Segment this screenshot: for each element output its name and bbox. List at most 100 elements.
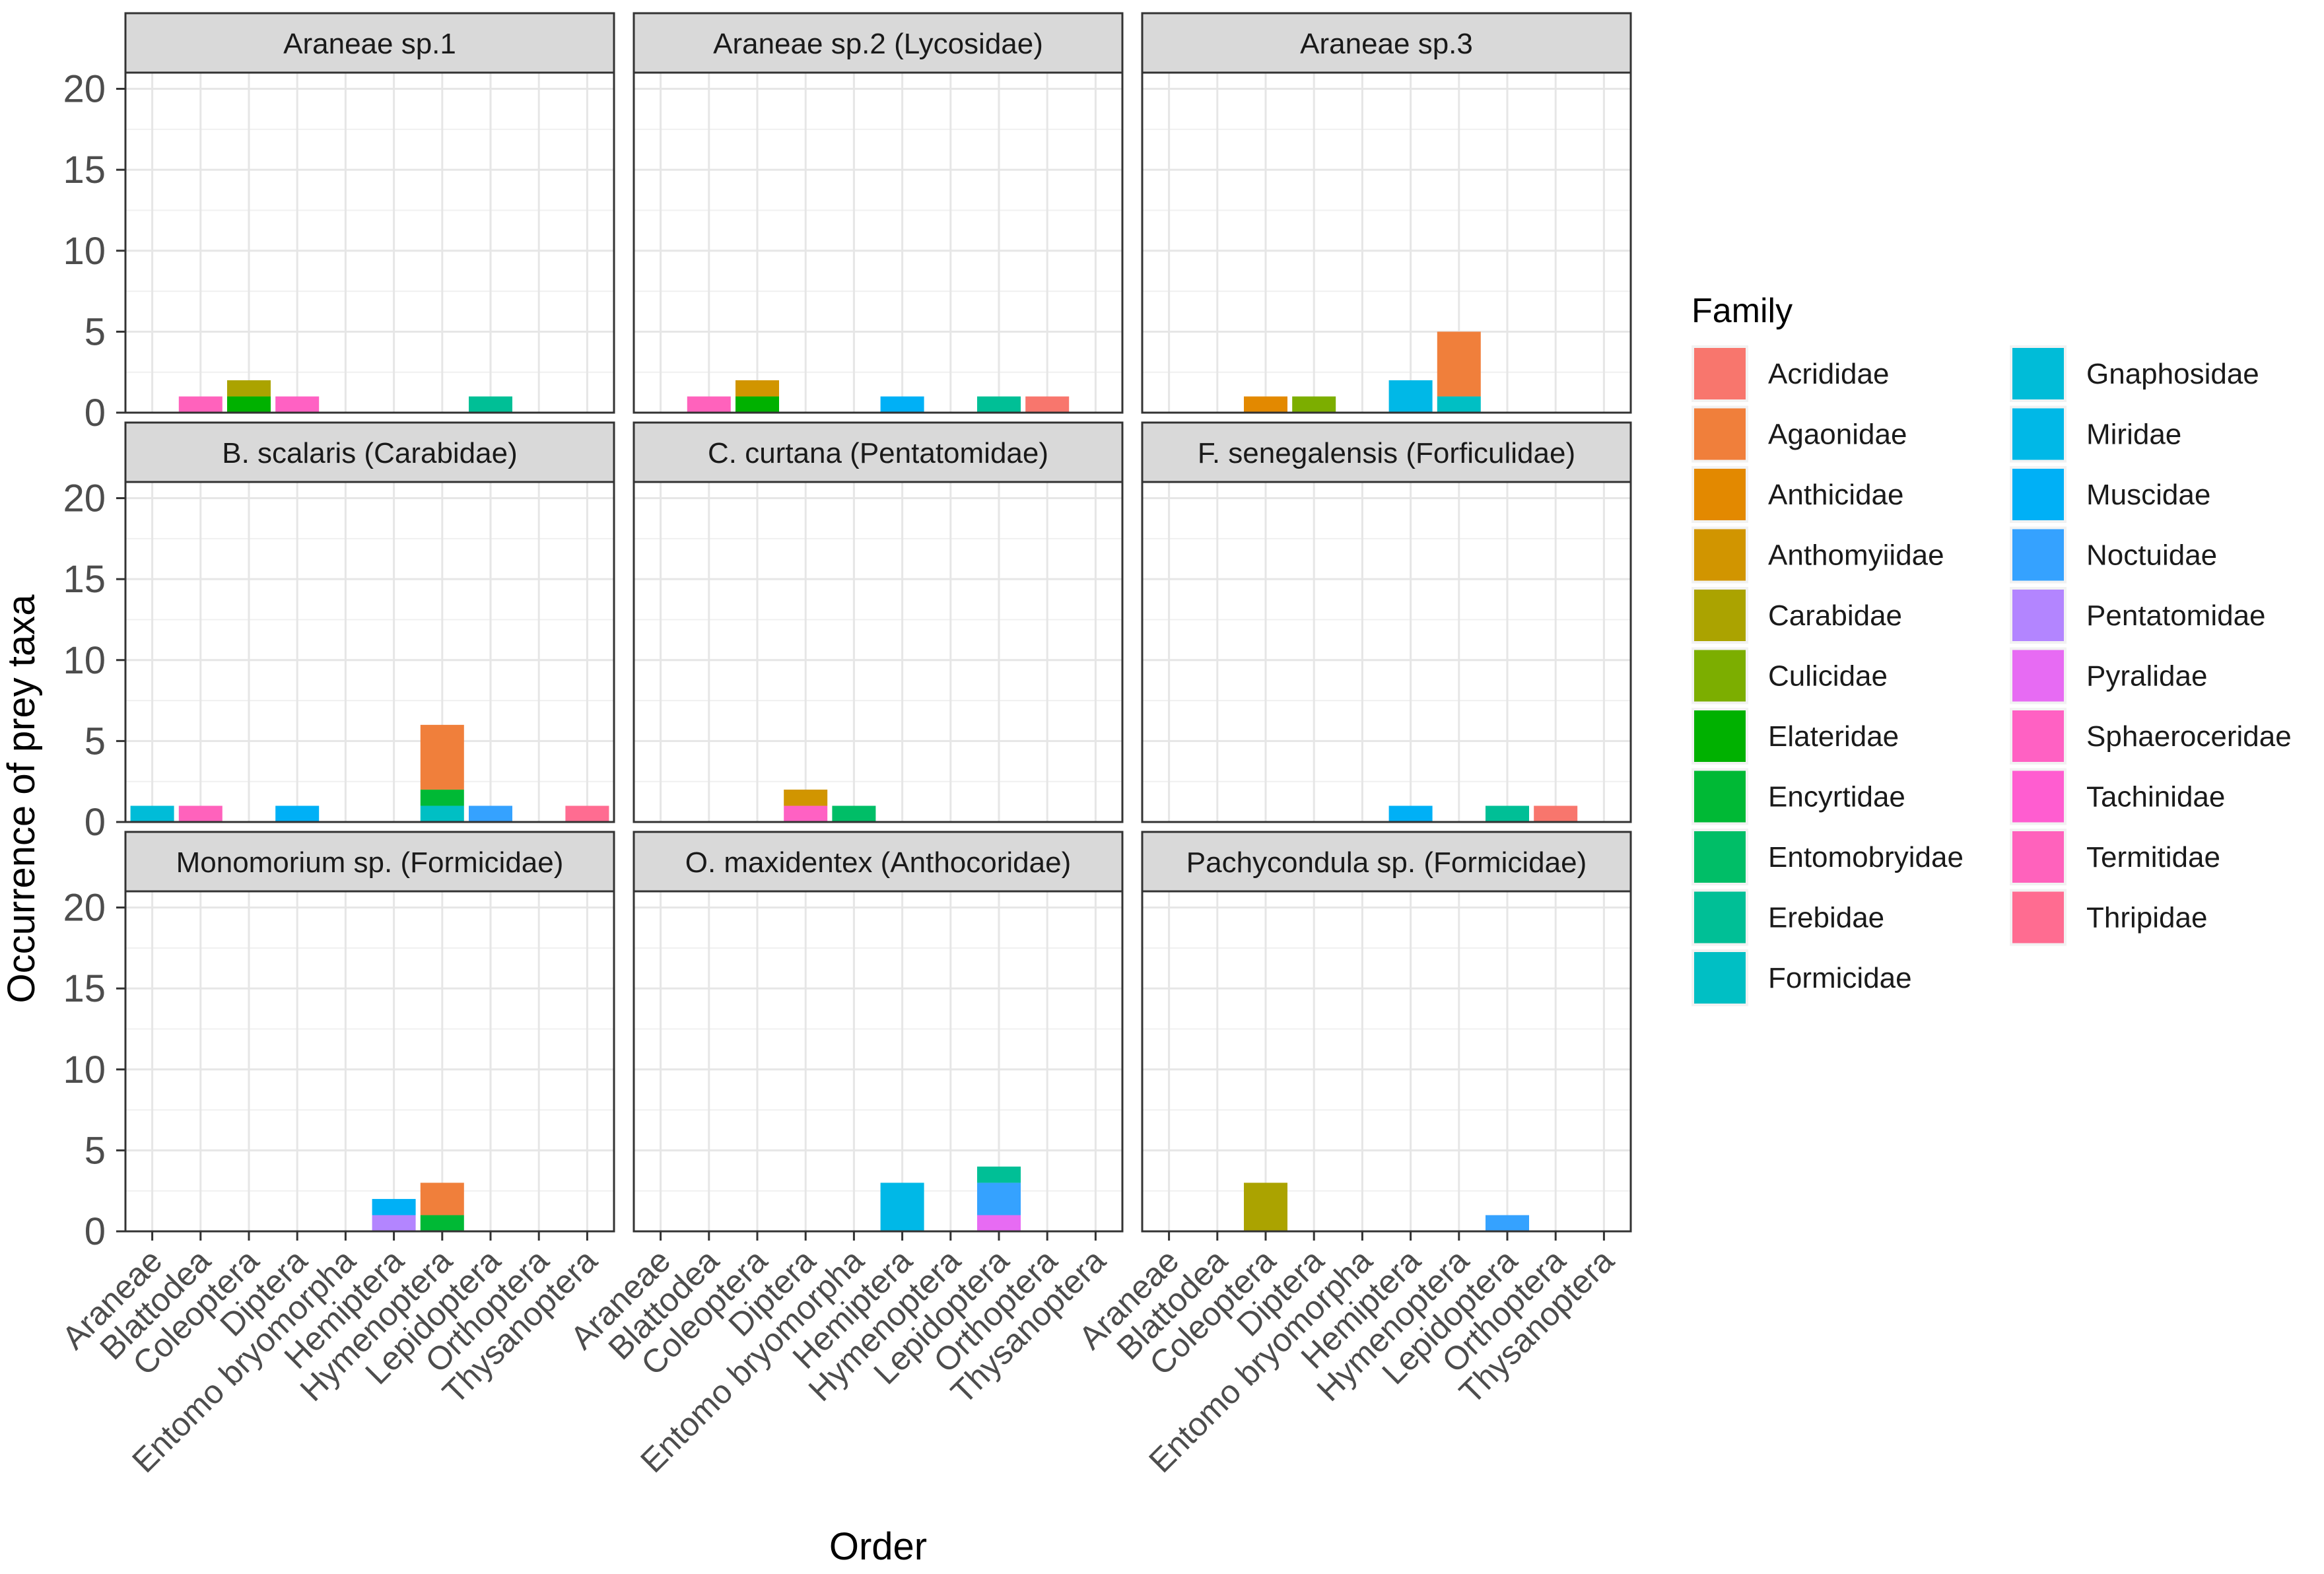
plot-background bbox=[125, 891, 614, 1231]
legend-swatch bbox=[2012, 348, 2064, 399]
legend-label: Acrididae bbox=[1768, 358, 1889, 390]
legend-swatch bbox=[1694, 952, 1746, 1004]
bar-segment bbox=[1025, 396, 1070, 413]
legend-item: Anthomyiidae bbox=[1692, 526, 1944, 584]
facet-panel: Monomorium sp. (Formicidae) 0 5 10 15 20 bbox=[63, 831, 615, 1253]
panel-border bbox=[124, 481, 615, 823]
legend-item: Acrididae bbox=[1692, 345, 1889, 402]
legend-label: Anthomyiidae bbox=[1768, 539, 1944, 572]
y-tick-label: 20 bbox=[63, 68, 106, 111]
legend-label: Pyralidae bbox=[2086, 660, 2207, 693]
facet-panel: Araneae sp.2 (Lycosidae) bbox=[632, 12, 1124, 414]
legend-item: Termitidae bbox=[2010, 829, 2220, 885]
bar-segment bbox=[735, 380, 779, 397]
legend-label: Carabidae bbox=[1768, 599, 1902, 632]
legend-swatch bbox=[2012, 831, 2064, 883]
legend-label: Erebidae bbox=[1768, 902, 1884, 934]
legend-swatch bbox=[2012, 469, 2064, 520]
legend-item: Carabidae bbox=[1692, 587, 1902, 644]
plot-background bbox=[634, 891, 1122, 1231]
legend-label: Muscidae bbox=[2086, 479, 2210, 511]
bar-segment bbox=[420, 789, 464, 806]
legend-item: Agaonidae bbox=[1692, 405, 1907, 463]
bar-segment bbox=[372, 1215, 416, 1231]
legend-swatch bbox=[2012, 891, 2064, 943]
bar-segment bbox=[735, 396, 779, 413]
y-tick-label: 15 bbox=[63, 558, 106, 601]
facet-strip-title: Monomorium sp. (Formicidae) bbox=[176, 846, 564, 879]
legend-item: Pyralidae bbox=[2010, 647, 2207, 704]
facet-panel: B. scalaris (Carabidae) 0 5 10 15 20 bbox=[63, 421, 615, 844]
legend-label: Agaonidae bbox=[1768, 419, 1907, 451]
bar-segment bbox=[1388, 380, 1433, 413]
bar-segment bbox=[178, 396, 222, 413]
bar-segment bbox=[227, 396, 271, 413]
legend-item: Encyrtidae bbox=[1692, 768, 1905, 825]
bar-segment bbox=[130, 805, 174, 822]
facet-strip bbox=[1141, 831, 1632, 893]
plot-background bbox=[634, 73, 1122, 413]
y-tick-label: 10 bbox=[63, 230, 106, 273]
facet-strip-title: Araneae sp.1 bbox=[283, 28, 456, 60]
legend-item: Anthicidae bbox=[1692, 466, 1903, 523]
bar-segment bbox=[227, 380, 271, 397]
y-tick-label: 0 bbox=[85, 392, 106, 434]
bar-segment bbox=[977, 1215, 1021, 1231]
legend-label: Gnaphosidae bbox=[2086, 358, 2259, 390]
panel-border bbox=[1141, 71, 1632, 414]
legend-item: Noctuidae bbox=[2010, 526, 2217, 584]
bar-segment bbox=[1292, 396, 1336, 413]
y-tick-label: 20 bbox=[63, 477, 106, 520]
legend-swatch bbox=[2012, 650, 2064, 702]
facet-strip bbox=[124, 12, 615, 74]
facet-panel: Araneae sp.3 bbox=[1141, 12, 1632, 414]
facet-panel: Pachycondula sp. (Formicidae) bbox=[1141, 831, 1632, 1241]
legend-label: Sphaeroceridae bbox=[2086, 720, 2292, 753]
legend-item: Miridae bbox=[2010, 405, 2181, 463]
plot-background bbox=[1142, 73, 1631, 413]
panel-border bbox=[632, 71, 1124, 414]
legend-swatch bbox=[1694, 408, 1746, 460]
legend-item: Elateridae bbox=[1692, 708, 1899, 765]
legend-item: Gnaphosidae bbox=[2010, 345, 2259, 402]
bar-segment bbox=[880, 396, 924, 413]
facet-strip-title: F. senegalensis (Forficulidae) bbox=[1198, 437, 1575, 469]
panel-border bbox=[1141, 890, 1632, 1233]
panel-border bbox=[632, 890, 1124, 1233]
legend-swatch bbox=[1694, 770, 1746, 823]
y-tick-label: 0 bbox=[85, 801, 106, 844]
panel-border bbox=[124, 71, 615, 414]
bar-segment bbox=[565, 805, 609, 822]
bar-segment bbox=[178, 805, 222, 822]
legend-swatch bbox=[1694, 831, 1746, 883]
legend-swatch bbox=[1694, 469, 1746, 520]
facet-panel: Araneae sp.1 0 5 10 15 20 bbox=[63, 12, 615, 434]
facet-strip bbox=[632, 421, 1124, 483]
facet-strip bbox=[1141, 12, 1632, 74]
y-tick-label: 10 bbox=[63, 639, 106, 682]
panel-border bbox=[124, 890, 615, 1233]
legend-label: Pentatomidae bbox=[2086, 599, 2266, 632]
facet-strip bbox=[632, 12, 1124, 74]
bar-segment bbox=[1534, 805, 1578, 822]
legend-swatch bbox=[2012, 770, 2064, 823]
panel-border bbox=[1141, 481, 1632, 823]
legend-label: Noctuidae bbox=[2086, 539, 2217, 572]
legend-label: Thripidae bbox=[2086, 902, 2207, 934]
y-tick-label: 15 bbox=[63, 149, 106, 191]
facet-strip bbox=[124, 831, 615, 893]
legend-item: Thripidae bbox=[2010, 889, 2207, 946]
bar-segment bbox=[1437, 396, 1481, 413]
legend-item: Muscidae bbox=[2010, 466, 2210, 523]
bar-segment bbox=[832, 805, 876, 822]
bar-segment bbox=[420, 1182, 464, 1215]
bar-segment bbox=[275, 396, 320, 413]
facet-strip-title: C. curtana (Pentatomidae) bbox=[708, 437, 1048, 469]
legend-label: Entomobryidae bbox=[1768, 841, 1964, 873]
facet-panel: F. senegalensis (Forficulidae) bbox=[1141, 421, 1632, 823]
legend-item: Tachinidae bbox=[2010, 768, 2225, 825]
bar-segment bbox=[784, 805, 828, 822]
facet-strip bbox=[632, 831, 1124, 893]
legend-label: Anthicidae bbox=[1768, 479, 1903, 511]
